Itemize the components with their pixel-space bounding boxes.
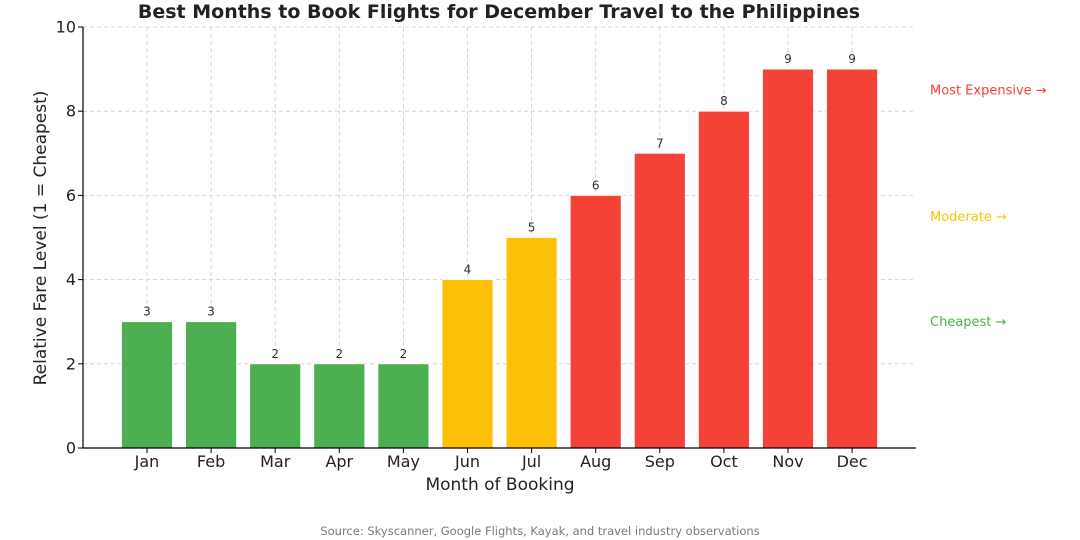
annotation-cheap: Cheapest → xyxy=(930,315,1007,330)
y-tick-label: 8 xyxy=(66,102,76,121)
bar-sep xyxy=(633,152,686,449)
y-tick-label: 0 xyxy=(66,439,76,458)
bar-value-label: 2 xyxy=(335,347,343,361)
x-tick-label: Nov xyxy=(772,452,803,471)
bar-value-label: 8 xyxy=(720,94,728,108)
x-tick-label: Mar xyxy=(260,452,291,471)
bar-nov xyxy=(762,68,814,449)
x-tick-label: Feb xyxy=(197,452,225,471)
bar-dec xyxy=(826,68,878,449)
bar-value-label: 2 xyxy=(400,347,408,361)
bar-value-label: 4 xyxy=(464,263,472,277)
x-ticks: Jan Feb Mar Apr May Jun Jul Aug Sep Oct Nov Dec xyxy=(134,448,868,471)
bar-feb xyxy=(185,321,238,449)
bar-jan xyxy=(121,321,173,449)
x-tick-label: Dec xyxy=(837,452,868,471)
y-tick-label: 6 xyxy=(66,186,76,205)
bar-value-label: 6 xyxy=(592,178,600,192)
fare-tier-annotations: Most Expensive → Moderate → Cheapest → xyxy=(930,84,1047,331)
bar-oct xyxy=(698,110,750,449)
source-note: Source: Skyscanner, Google Flights, Kaya… xyxy=(320,524,759,538)
x-tick-label: May xyxy=(387,452,420,471)
x-tick-label: Apr xyxy=(325,452,353,471)
bar-value-label: 9 xyxy=(848,52,856,66)
y-tick-label: 4 xyxy=(66,270,76,289)
bar-value-label: 3 xyxy=(143,305,151,319)
bar-value-label: 2 xyxy=(271,347,279,361)
bar-value-label: 7 xyxy=(656,136,664,150)
bar-value-label: 3 xyxy=(207,305,215,319)
y-tick-label: 10 xyxy=(56,18,76,37)
bar-value-labels: 3 3 2 2 2 4 5 6 7 8 9 9 xyxy=(143,52,856,361)
x-tick-label: Jan xyxy=(134,452,160,471)
x-tick-label: Aug xyxy=(580,452,611,471)
y-axis-label: Relative Fare Level (1 = Cheapest) xyxy=(31,91,51,386)
y-tick-label: 2 xyxy=(66,354,76,373)
bar-jul xyxy=(505,237,558,449)
bar-value-label: 5 xyxy=(528,221,536,235)
x-tick-label: Jul xyxy=(521,452,541,471)
y-ticks: 0 2 4 6 8 10 xyxy=(56,18,83,458)
chart-title: Best Months to Book Flights for December… xyxy=(138,1,860,23)
x-axis-label: Month of Booking xyxy=(425,475,574,495)
bars xyxy=(121,68,878,449)
x-tick-label: Sep xyxy=(645,452,675,471)
bar-mar xyxy=(249,363,302,449)
x-tick-label: Oct xyxy=(710,452,738,471)
bar-jun xyxy=(441,279,494,449)
x-tick-label: Jun xyxy=(454,452,480,471)
annotation-expensive: Most Expensive → xyxy=(930,84,1047,99)
annotation-moderate: Moderate → xyxy=(930,210,1007,225)
bar-apr xyxy=(313,363,366,449)
bar-value-label: 9 xyxy=(784,52,792,66)
bar-aug xyxy=(569,194,622,449)
bar-may xyxy=(377,363,430,449)
